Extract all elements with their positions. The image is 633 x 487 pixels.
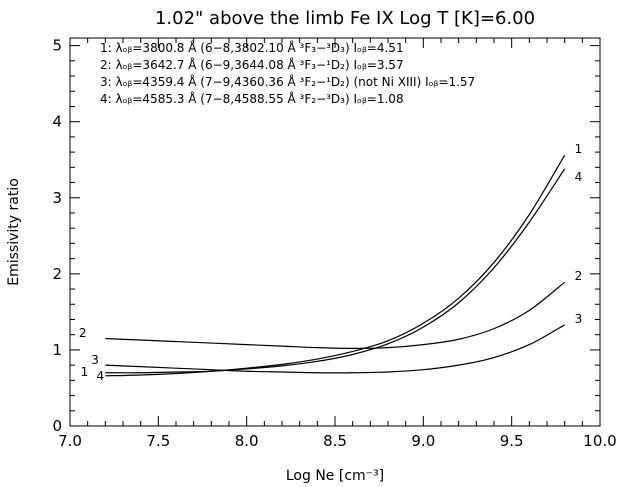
- y-tick-label: 3: [52, 189, 62, 207]
- legend-entry-2: 2: λₒᵦ=3642.7 Å (6−9,3644.08 Å ³F₃−¹D₂) …: [100, 57, 404, 72]
- series-3-line: [105, 324, 565, 374]
- y-axis-label: Emissivity ratio: [6, 178, 22, 286]
- series-4-start-label: 4: [97, 369, 105, 383]
- series-2-end-label: 2: [575, 269, 583, 283]
- y-tick-labels: 0 1 2 3 4 5: [52, 37, 62, 435]
- y-tick-label: 5: [52, 37, 62, 55]
- x-tick-label: 7.5: [146, 432, 170, 450]
- series-1-end-label: 1: [575, 142, 583, 156]
- y-tick-label: 4: [52, 113, 62, 131]
- series-1-line: [105, 154, 566, 377]
- x-tick-label: 10.0: [583, 432, 616, 450]
- y-tick-label: 0: [52, 417, 62, 435]
- series-2-line: [105, 281, 566, 350]
- x-tick-label: 7.0: [58, 432, 82, 450]
- x-tick-label: 8.5: [323, 432, 347, 450]
- series-2-start-label: 2: [79, 326, 87, 340]
- series-1-start-label: 1: [81, 365, 89, 379]
- series-4-line: [105, 168, 566, 374]
- legend-entry-3: 3: λₒᵦ=4359.4 Å (7−9,4360.36 Å ³F₂−¹D₂) …: [100, 74, 475, 89]
- legend-entry-4: 4: λₒᵦ=4585.3 Å (7−8,4588.55 Å ³F₂−³D₃) …: [100, 91, 404, 106]
- chart-title: 1.02" above the limb Fe IX Log T [K]=6.0…: [155, 8, 535, 29]
- legend: 1: λₒᵦ=3800.8 Å (6−8,3802.10 Å ³F₃−³D₃) …: [100, 40, 475, 106]
- x-tick-labels: 7.0 7.5 8.0 8.5 9.0 9.5 10.0: [58, 432, 617, 450]
- curves: [105, 154, 566, 377]
- series-4-end-label: 4: [575, 170, 583, 184]
- series-3-start-label: 3: [91, 353, 99, 367]
- x-tick-label: 9.0: [411, 432, 435, 450]
- x-tick-label: 8.0: [235, 432, 259, 450]
- y-tick-label: 1: [52, 341, 62, 359]
- legend-entry-1: 1: λₒᵦ=3800.8 Å (6−8,3802.10 Å ³F₃−³D₃) …: [100, 40, 404, 55]
- axis-ticks: [69, 38, 601, 427]
- y-tick-label: 2: [52, 265, 62, 283]
- x-axis-label: Log Ne [cm⁻³]: [286, 468, 384, 484]
- x-tick-label: 9.5: [500, 432, 524, 450]
- series-3-end-label: 3: [575, 312, 583, 326]
